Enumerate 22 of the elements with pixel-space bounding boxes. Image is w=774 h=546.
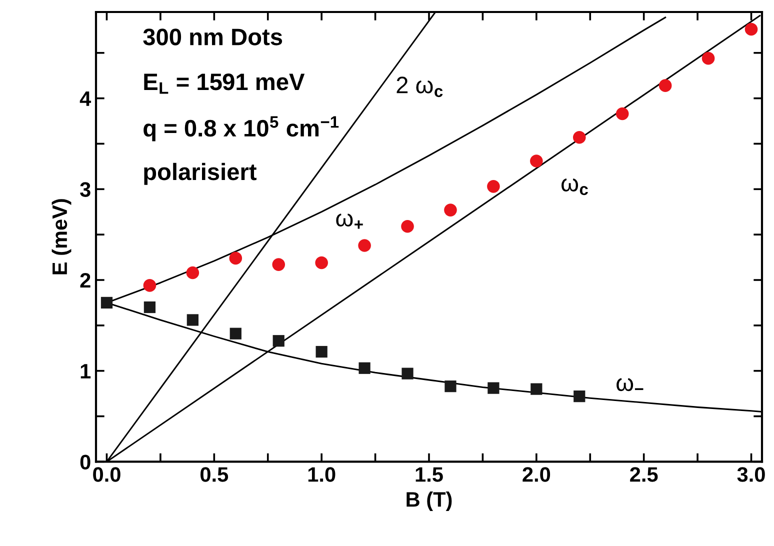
x-tick-label: 3.0 <box>737 467 765 482</box>
x-tick-label: 0.0 <box>93 467 120 482</box>
y-tick-label: 1 <box>80 364 91 378</box>
y-tick-label: 3 <box>80 182 90 197</box>
x-tick-label: 2.0 <box>522 467 550 482</box>
x-tick-label: 1.0 <box>308 467 336 482</box>
series-label: ω$_{c}$ <box>562 178 588 196</box>
y-tick-label: 2 <box>80 273 90 288</box>
y-tick-label: 0 <box>80 454 90 470</box>
x-axis-title: B (T) <box>406 492 452 511</box>
annotation: E$_{L}$ = 1591 meV <box>144 74 305 94</box>
series-label: ω$_{−}$ <box>616 378 644 392</box>
series-label: ω$_{+}$ <box>336 214 363 229</box>
y-tick-label: 4 <box>80 92 92 106</box>
annotation: q = 0.8 x 10$^{5}$ cm$^{−1}$ <box>144 116 339 142</box>
series-label: 2 ω$_{c}$ <box>396 76 443 98</box>
x-tick-label: 1.5 <box>416 467 443 482</box>
x-tick-label: 0.5 <box>200 467 228 482</box>
x-tick-label: 2.5 <box>630 467 658 482</box>
y-axis-title: E (meV) <box>52 199 72 274</box>
annotation: 300 nm Dots <box>143 28 282 46</box>
annotation: polarisiert <box>144 162 256 185</box>
